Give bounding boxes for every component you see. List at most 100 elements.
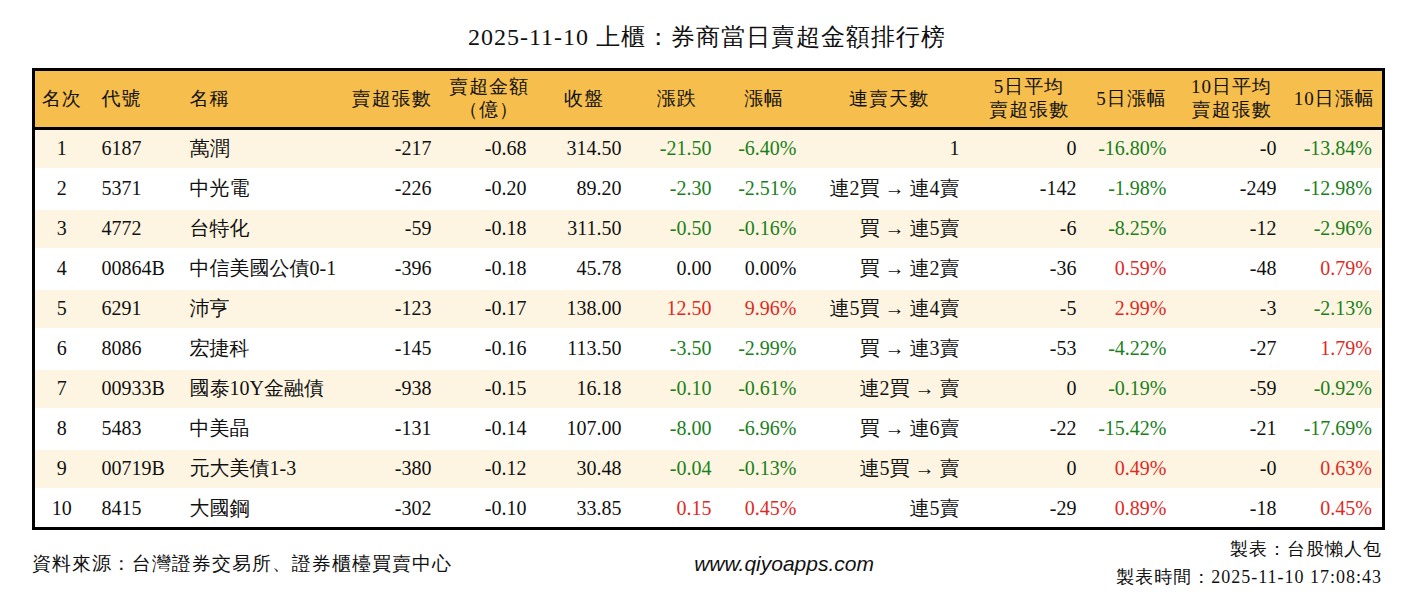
cell-stock-name: 元大美債1-3 bbox=[177, 449, 342, 489]
column-header-name: 名稱 bbox=[177, 70, 342, 129]
cell-price-change: -21.50 bbox=[632, 129, 722, 169]
cell-sell-volume: -302 bbox=[342, 489, 442, 529]
cell-10day-pct: 1.79% bbox=[1287, 329, 1384, 369]
cell-5day-pct: 0.49% bbox=[1087, 449, 1177, 489]
cell-rank: 9 bbox=[34, 449, 89, 489]
table-row: 108415大國鋼-302-0.1033.850.150.45%連5賣-290.… bbox=[34, 489, 1384, 529]
cell-sell-volume: -226 bbox=[342, 169, 442, 209]
cell-price-change-pct: -6.96% bbox=[722, 409, 807, 449]
cell-10day-pct: -2.96% bbox=[1287, 209, 1384, 249]
cell-sell-amount: -0.18 bbox=[442, 249, 537, 289]
cell-rank: 7 bbox=[34, 369, 89, 409]
cell-sell-amount: -0.16 bbox=[442, 329, 537, 369]
cell-price-change: -0.04 bbox=[632, 449, 722, 489]
report-author: 製表：台股懶人包 bbox=[1116, 536, 1382, 564]
cell-price-change-pct: -0.16% bbox=[722, 209, 807, 249]
cell-avg10-sell-volume: -59 bbox=[1177, 369, 1287, 409]
cell-5day-pct: -1.98% bbox=[1087, 169, 1177, 209]
cell-5day-pct: 2.99% bbox=[1087, 289, 1177, 329]
cell-avg5-sell-volume: -5 bbox=[972, 289, 1087, 329]
cell-sell-volume: -938 bbox=[342, 369, 442, 409]
table-row: 900719B元大美債1-3-380-0.1230.48-0.04-0.13%連… bbox=[34, 449, 1384, 489]
cell-stock-code: 6291 bbox=[89, 289, 177, 329]
column-header-change_pct: 漲幅 bbox=[722, 70, 807, 129]
cell-10day-pct: -2.13% bbox=[1287, 289, 1384, 329]
cell-price-change-pct: -2.51% bbox=[722, 169, 807, 209]
table-row: 700933B國泰10Y金融債-938-0.1516.18-0.10-0.61%… bbox=[34, 369, 1384, 409]
column-header-avg10_volume: 10日平均 賣超張數 bbox=[1177, 70, 1287, 129]
cell-sell-streak: 買 → 連3賣 bbox=[807, 329, 972, 369]
cell-price-change: -3.50 bbox=[632, 329, 722, 369]
cell-price-change-pct: 0.00% bbox=[722, 249, 807, 289]
cell-10day-pct: -0.92% bbox=[1287, 369, 1384, 409]
cell-avg10-sell-volume: -249 bbox=[1177, 169, 1287, 209]
cell-10day-pct: 0.79% bbox=[1287, 249, 1384, 289]
cell-avg5-sell-volume: -6 bbox=[972, 209, 1087, 249]
cell-close-price: 16.18 bbox=[537, 369, 632, 409]
cell-sell-streak: 買 → 連6賣 bbox=[807, 409, 972, 449]
cell-stock-name: 萬潤 bbox=[177, 129, 342, 169]
column-header-change: 漲跌 bbox=[632, 70, 722, 129]
cell-close-price: 33.85 bbox=[537, 489, 632, 529]
cell-10day-pct: -17.69% bbox=[1287, 409, 1384, 449]
table-row: 85483中美晶-131-0.14107.00-8.00-6.96%買 → 連6… bbox=[34, 409, 1384, 449]
cell-sell-amount: -0.14 bbox=[442, 409, 537, 449]
cell-stock-code: 6187 bbox=[89, 129, 177, 169]
cell-avg10-sell-volume: -27 bbox=[1177, 329, 1287, 369]
column-header-sell_amount: 賣超金額 （億） bbox=[442, 70, 537, 129]
cell-stock-code: 4772 bbox=[89, 209, 177, 249]
cell-price-change-pct: -6.40% bbox=[722, 129, 807, 169]
cell-sell-streak: 連5買 → 連4賣 bbox=[807, 289, 972, 329]
cell-avg5-sell-volume: -142 bbox=[972, 169, 1087, 209]
table-row: 25371中光電-226-0.2089.20-2.30-2.51%連2買 → 連… bbox=[34, 169, 1384, 209]
cell-price-change: -0.50 bbox=[632, 209, 722, 249]
cell-price-change-pct: 0.45% bbox=[722, 489, 807, 529]
column-header-pct5: 5日漲幅 bbox=[1087, 70, 1177, 129]
cell-avg10-sell-volume: -21 bbox=[1177, 409, 1287, 449]
page-title: 2025-11-10 上櫃：券商當日賣超金額排行榜 bbox=[0, 0, 1414, 53]
cell-stock-name: 沛亨 bbox=[177, 289, 342, 329]
table-row: 68086宏捷科-145-0.16113.50-3.50-2.99%買 → 連3… bbox=[34, 329, 1384, 369]
cell-stock-name: 國泰10Y金融債 bbox=[177, 369, 342, 409]
cell-rank: 6 bbox=[34, 329, 89, 369]
cell-price-change-pct: -2.99% bbox=[722, 329, 807, 369]
cell-rank: 2 bbox=[34, 169, 89, 209]
cell-price-change: -2.30 bbox=[632, 169, 722, 209]
cell-stock-code: 5371 bbox=[89, 169, 177, 209]
cell-10day-pct: 0.63% bbox=[1287, 449, 1384, 489]
cell-avg5-sell-volume: 0 bbox=[972, 129, 1087, 169]
cell-stock-name: 中美晶 bbox=[177, 409, 342, 449]
column-header-rank: 名次 bbox=[34, 70, 89, 129]
cell-10day-pct: -13.84% bbox=[1287, 129, 1384, 169]
cell-close-price: 138.00 bbox=[537, 289, 632, 329]
column-header-sell_volume: 賣超張數 bbox=[342, 70, 442, 129]
cell-rank: 8 bbox=[34, 409, 89, 449]
report-credits: 製表：台股懶人包 製表時間：2025-11-10 17:08:43 bbox=[1116, 536, 1382, 592]
cell-close-price: 314.50 bbox=[537, 129, 632, 169]
cell-avg5-sell-volume: -29 bbox=[972, 489, 1087, 529]
ranking-table: 名次代號名稱賣超張數賣超金額 （億）收盤漲跌漲幅連賣天數5日平均 賣超張數5日漲… bbox=[32, 68, 1385, 530]
cell-stock-code: 00719B bbox=[89, 449, 177, 489]
cell-close-price: 45.78 bbox=[537, 249, 632, 289]
cell-stock-code: 5483 bbox=[89, 409, 177, 449]
cell-avg10-sell-volume: -0 bbox=[1177, 129, 1287, 169]
cell-avg10-sell-volume: -0 bbox=[1177, 449, 1287, 489]
cell-avg5-sell-volume: -53 bbox=[972, 329, 1087, 369]
cell-sell-volume: -396 bbox=[342, 249, 442, 289]
cell-stock-name: 大國鋼 bbox=[177, 489, 342, 529]
header-row: 名次代號名稱賣超張數賣超金額 （億）收盤漲跌漲幅連賣天數5日平均 賣超張數5日漲… bbox=[34, 70, 1384, 129]
cell-close-price: 113.50 bbox=[537, 329, 632, 369]
cell-rank: 10 bbox=[34, 489, 89, 529]
cell-sell-streak: 買 → 連2賣 bbox=[807, 249, 972, 289]
cell-price-change-pct: -0.61% bbox=[722, 369, 807, 409]
footer: 資料來源：台灣證券交易所、證券櫃檯買賣中心 www.qiyoapps.com 製… bbox=[32, 536, 1382, 592]
cell-sell-amount: -0.17 bbox=[442, 289, 537, 329]
cell-10day-pct: 0.45% bbox=[1287, 489, 1384, 529]
cell-stock-code: 8086 bbox=[89, 329, 177, 369]
table-row: 56291沛亨-123-0.17138.0012.509.96%連5買 → 連4… bbox=[34, 289, 1384, 329]
cell-5day-pct: -4.22% bbox=[1087, 329, 1177, 369]
cell-sell-amount: -0.18 bbox=[442, 209, 537, 249]
cell-5day-pct: -15.42% bbox=[1087, 409, 1177, 449]
cell-sell-streak: 1 bbox=[807, 129, 972, 169]
cell-sell-volume: -380 bbox=[342, 449, 442, 489]
